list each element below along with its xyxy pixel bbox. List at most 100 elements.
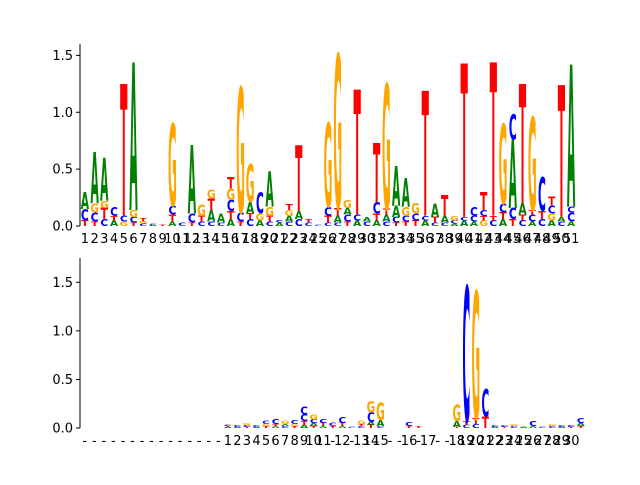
top-logo-letter-T: T — [266, 215, 274, 224]
bottom-logo-letter-C: C — [319, 418, 327, 424]
top-x-tick-label: 45 — [505, 232, 522, 247]
bottom-logo-letter-C: C — [358, 426, 366, 429]
bottom-x-tick-label: 7 — [281, 434, 289, 449]
top-logo-letter-G: G — [129, 209, 138, 219]
top-x-tick-label: 25 — [310, 232, 327, 247]
top-x-tick-label: 30 — [359, 232, 376, 247]
bottom-logo-letter-C: C — [510, 426, 518, 429]
bottom-x-tick-label: - — [187, 434, 192, 449]
top-x-tick-label: 35 — [407, 232, 424, 247]
top-logo-letter-T: T — [548, 194, 555, 209]
top-logo-letter-C: C — [217, 221, 225, 227]
top-logo-letter-C: C — [246, 219, 254, 229]
bottom-x-tick-label: 13 — [353, 434, 370, 449]
top-x-tick-label: 38 — [436, 232, 453, 247]
top-logo-letter-A: A — [567, 26, 575, 253]
bottom-logo-letter-G: G — [243, 423, 252, 426]
bottom-x-tick-label: 23 — [496, 434, 513, 449]
top-x-tick-label: 23 — [291, 232, 308, 247]
bottom-x-tick-label: 3 — [243, 434, 251, 449]
bottom-logo-letter-T: T — [453, 427, 461, 429]
top-logo-letter-T: T — [91, 221, 98, 228]
bottom-x-tick-label: 4 — [252, 434, 260, 449]
top-logo-letter-A: A — [256, 219, 265, 228]
bottom-logo-letter-A: A — [252, 427, 260, 429]
top-logo-letter-A: A — [548, 219, 557, 228]
top-x-tick-label: 22 — [281, 232, 298, 247]
bottom-x-tick-label: - — [445, 434, 450, 449]
top-logo-letter-T: T — [412, 219, 420, 228]
bottom-logo-letter-C: C — [272, 419, 280, 427]
top-y-tick-label: 0.0 — [52, 220, 73, 235]
top-logo-letter-C: C — [392, 216, 400, 225]
top-logo-letter-C: C — [100, 219, 108, 229]
bottom-x-tick-label: 14 — [363, 434, 380, 449]
bottom-logo-letter-C: C — [577, 418, 585, 426]
top-logo-letter-T: T — [110, 215, 117, 222]
bottom-x-tick-label: - — [435, 434, 440, 449]
top-logo-letter-G: G — [528, 93, 537, 241]
bottom-x-tick-label: - — [330, 434, 335, 449]
bottom-logo-letter-C: C — [253, 425, 261, 428]
top-x-tick-label: 9 — [159, 232, 167, 247]
bottom-x-tick-label: - — [130, 434, 135, 449]
bottom-x-tick-label: 26 — [525, 434, 542, 449]
top-logo-letter-C: C — [324, 221, 332, 227]
top-logo-letter-T: T — [392, 221, 400, 227]
bottom-y-tick-label: 1.5 — [52, 276, 73, 291]
top-logo-letter-A: A — [295, 209, 304, 222]
bottom-logo-letter-G: G — [309, 414, 318, 422]
top-logo-letter-C: C — [509, 206, 517, 223]
bottom-logo-letter-C: C — [529, 421, 537, 429]
top-logo-letter-G: G — [547, 213, 556, 223]
bottom-y-tick-label: 0.5 — [52, 373, 73, 388]
top-logo-letter-T: T — [295, 128, 302, 233]
bottom-logo-letter-T: T — [329, 426, 337, 429]
top-logo-letter-T: T — [480, 215, 487, 222]
top-logo-letter-C: C — [120, 215, 128, 224]
bottom-logo-letter-C: C — [377, 426, 385, 429]
bottom-logo-letter-C: C — [243, 425, 251, 428]
top-logo-letter-A: A — [217, 211, 225, 226]
top-logo-letter-A: A — [363, 216, 372, 223]
top-logo-letter-G: G — [256, 213, 265, 223]
top-logo-letter-T: T — [402, 221, 409, 228]
top-x-tick-label: 8 — [149, 232, 157, 247]
top-logo-letter-C: C — [460, 216, 468, 222]
top-logo-letter-A: A — [100, 148, 108, 216]
top-logo-letter-G: G — [479, 219, 488, 228]
top-logo-letter-C: C — [451, 219, 459, 225]
top-logo-letter-C: C — [567, 210, 575, 225]
bottom-x-tick-label: 9 — [300, 434, 308, 449]
top-logo-letter-T: T — [305, 218, 313, 224]
bottom-logo-letter-A: A — [453, 420, 462, 429]
top-x-tick-label: 32 — [378, 232, 395, 247]
bottom-logo-letter-C: C — [539, 427, 547, 429]
top-x-tick-label: 40 — [456, 232, 473, 247]
top-x-tick-label: 19 — [252, 232, 269, 247]
top-logo-letter-C: C — [528, 214, 536, 224]
bottom-logo-letter-T: T — [272, 424, 280, 427]
bottom-logo-letter-C: C — [501, 425, 509, 428]
bottom-logo-letter-C: C — [482, 384, 490, 426]
bottom-logo-letter-T: T — [472, 417, 480, 426]
top-logo-letter-C: C — [178, 221, 186, 227]
bottom-logo-letter-A: A — [319, 426, 327, 429]
top-logo-letter-A: A — [188, 126, 196, 236]
top-logo-letter-T: T — [120, 49, 127, 259]
top-logo-letter-A: A — [518, 202, 527, 219]
top-logo-letter-T: T — [247, 213, 255, 222]
top-logo-letter-A: A — [431, 200, 439, 222]
top-logo-letter-T: T — [208, 197, 216, 214]
bottom-logo-letter-G: G — [472, 257, 481, 460]
bottom-logo-letter-A: A — [300, 424, 309, 429]
top-x-tick-label: 43 — [485, 232, 502, 247]
top-y-tick-label: 1.5 — [52, 49, 73, 64]
top-x-tick-label: 2 — [90, 232, 98, 247]
bottom-logo-letter-C: C — [338, 416, 346, 425]
top-logo-letter-C: C — [275, 220, 283, 224]
top-logo-letter-C: C — [480, 209, 488, 218]
